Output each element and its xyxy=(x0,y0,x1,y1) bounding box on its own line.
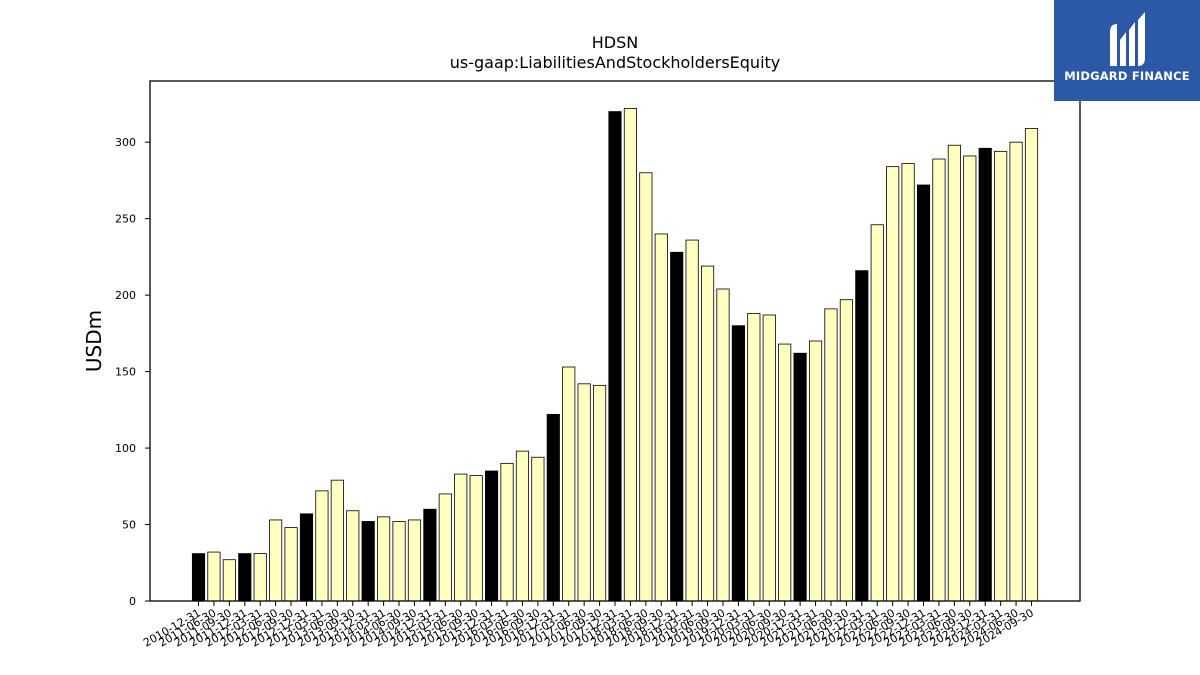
bar-2013-03-31 xyxy=(315,490,329,602)
bar-2019-06-30 xyxy=(700,265,715,602)
bar-2016-03-31 xyxy=(500,462,514,602)
y-tick-label: 100 xyxy=(115,442,136,455)
bar-2014-03-31 xyxy=(377,516,391,602)
bar-2018-12-31 xyxy=(670,251,684,602)
y-tick-label: 300 xyxy=(115,136,136,149)
y-tick-label: 0 xyxy=(129,595,136,608)
bar-2023-03-31 xyxy=(932,158,946,602)
bar-2014-12-31 xyxy=(423,508,437,602)
bar-2014-06-30 xyxy=(392,521,406,602)
bar-2014-09-30 xyxy=(407,519,422,602)
chart-subtitle: us-gaap:LiabilitiesAndStockholdersEquity xyxy=(450,53,781,72)
midgard-m-logo-icon xyxy=(1110,12,1145,66)
bar-2015-03-31 xyxy=(438,493,452,602)
plot-frame xyxy=(149,80,1081,602)
bar-2020-03-31 xyxy=(747,313,761,602)
bar-2013-06-30 xyxy=(330,479,344,602)
bar-2020-12-31 xyxy=(793,352,807,602)
midgard-finance-logo: MIDGARD FINANCE xyxy=(1054,0,1200,101)
bar-2012-09-30 xyxy=(284,527,298,602)
bar-2011-12-31 xyxy=(238,553,252,602)
bar-2010-12-31 xyxy=(191,553,206,602)
bar-2013-09-30 xyxy=(346,510,360,602)
bar-2015-06-30 xyxy=(454,473,468,602)
y-tick-label: 200 xyxy=(115,289,136,302)
bar-2023-09-30 xyxy=(963,155,977,602)
bar-2015-09-30 xyxy=(469,475,483,602)
bar-2012-06-30 xyxy=(269,519,283,602)
bar-2020-06-30 xyxy=(762,314,776,602)
bar-2018-03-31 xyxy=(623,108,638,602)
bar-2019-12-31 xyxy=(731,325,745,602)
bar-2017-09-30 xyxy=(593,384,607,602)
bar-2022-03-31 xyxy=(870,224,884,602)
bar-2020-09-30 xyxy=(778,343,792,602)
bar-2024-03-31 xyxy=(994,150,1008,602)
bar-2017-12-31 xyxy=(608,111,622,602)
bar-2011-06-30 xyxy=(207,551,221,602)
bar-2022-12-31 xyxy=(916,184,931,602)
bar-2022-09-30 xyxy=(901,163,915,602)
bar-2021-12-31 xyxy=(855,270,869,602)
bar-2016-06-30 xyxy=(515,450,530,602)
y-tick-label: 250 xyxy=(115,213,136,226)
bar-2015-12-31 xyxy=(485,470,499,602)
bar-2022-06-30 xyxy=(886,166,900,602)
bar-2024-06-30 xyxy=(1009,141,1023,602)
bar-2013-12-31 xyxy=(361,521,375,602)
bar-2021-09-30 xyxy=(839,299,853,602)
bar-2017-03-31 xyxy=(562,366,576,602)
bar-2018-06-30 xyxy=(639,172,653,602)
bar-2012-12-31 xyxy=(299,513,314,602)
bar-2023-06-30 xyxy=(947,144,961,602)
bar-2016-09-30 xyxy=(531,456,545,602)
bar-2012-03-31 xyxy=(253,553,267,602)
bar-2018-09-30 xyxy=(654,233,668,602)
bar-2011-09-30 xyxy=(222,559,236,602)
y-tick-label: 50 xyxy=(122,519,136,532)
x-ticks-group: 2010-12-312011-06-302011-09-302011-12-31… xyxy=(141,601,1036,650)
logo-text: MIDGARD FINANCE xyxy=(1064,69,1190,83)
chart-title: HDSN xyxy=(592,33,638,52)
y-tick-label: 150 xyxy=(115,366,136,379)
y-ticks-group: 0 50 100 150 200 250 300 xyxy=(115,136,150,608)
bar-2019-09-30 xyxy=(716,288,730,602)
bar-2021-03-31 xyxy=(808,340,823,602)
bars-group xyxy=(191,108,1039,602)
bar-2021-06-30 xyxy=(824,308,838,602)
bar-2024-09-30 xyxy=(1024,128,1039,602)
bar-2019-03-31 xyxy=(685,239,699,602)
y-axis-label: USDm xyxy=(82,310,106,372)
bar-2016-12-31 xyxy=(546,414,560,602)
bar-2023-12-31 xyxy=(978,147,992,602)
bar-2017-06-30 xyxy=(577,383,591,602)
